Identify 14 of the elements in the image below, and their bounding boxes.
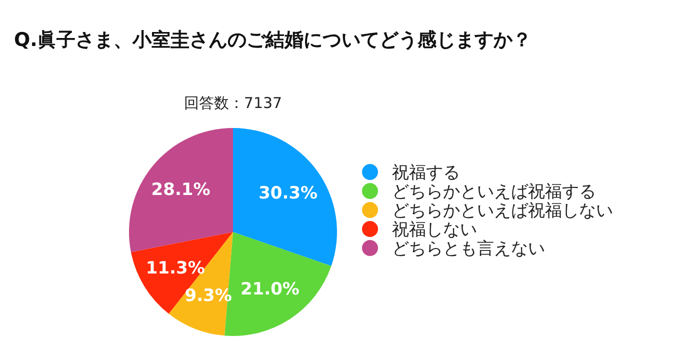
data-label: 21.0% — [240, 280, 300, 300]
data-label: 30.3% — [258, 184, 318, 204]
legend-label: どちらかといえば祝福しない — [392, 200, 613, 221]
legend-label: どちらとも言えない — [392, 238, 545, 259]
legend-label: 祝福する — [392, 162, 460, 183]
data-label: 28.1% — [151, 180, 210, 200]
pie-slice — [130, 232, 233, 314]
chart-subtitle: 回答数：7137 — [184, 94, 282, 112]
data-label: 11.3% — [146, 258, 205, 278]
chart-title: Q.眞子さま、小室圭さんのご結婚についてどう感じますか？ — [14, 29, 532, 51]
legend-label: 祝福しない — [392, 220, 477, 240]
pie-slice — [233, 128, 337, 266]
pie-slice — [129, 128, 233, 252]
legend-label: どちらかといえば祝福する — [392, 182, 596, 202]
